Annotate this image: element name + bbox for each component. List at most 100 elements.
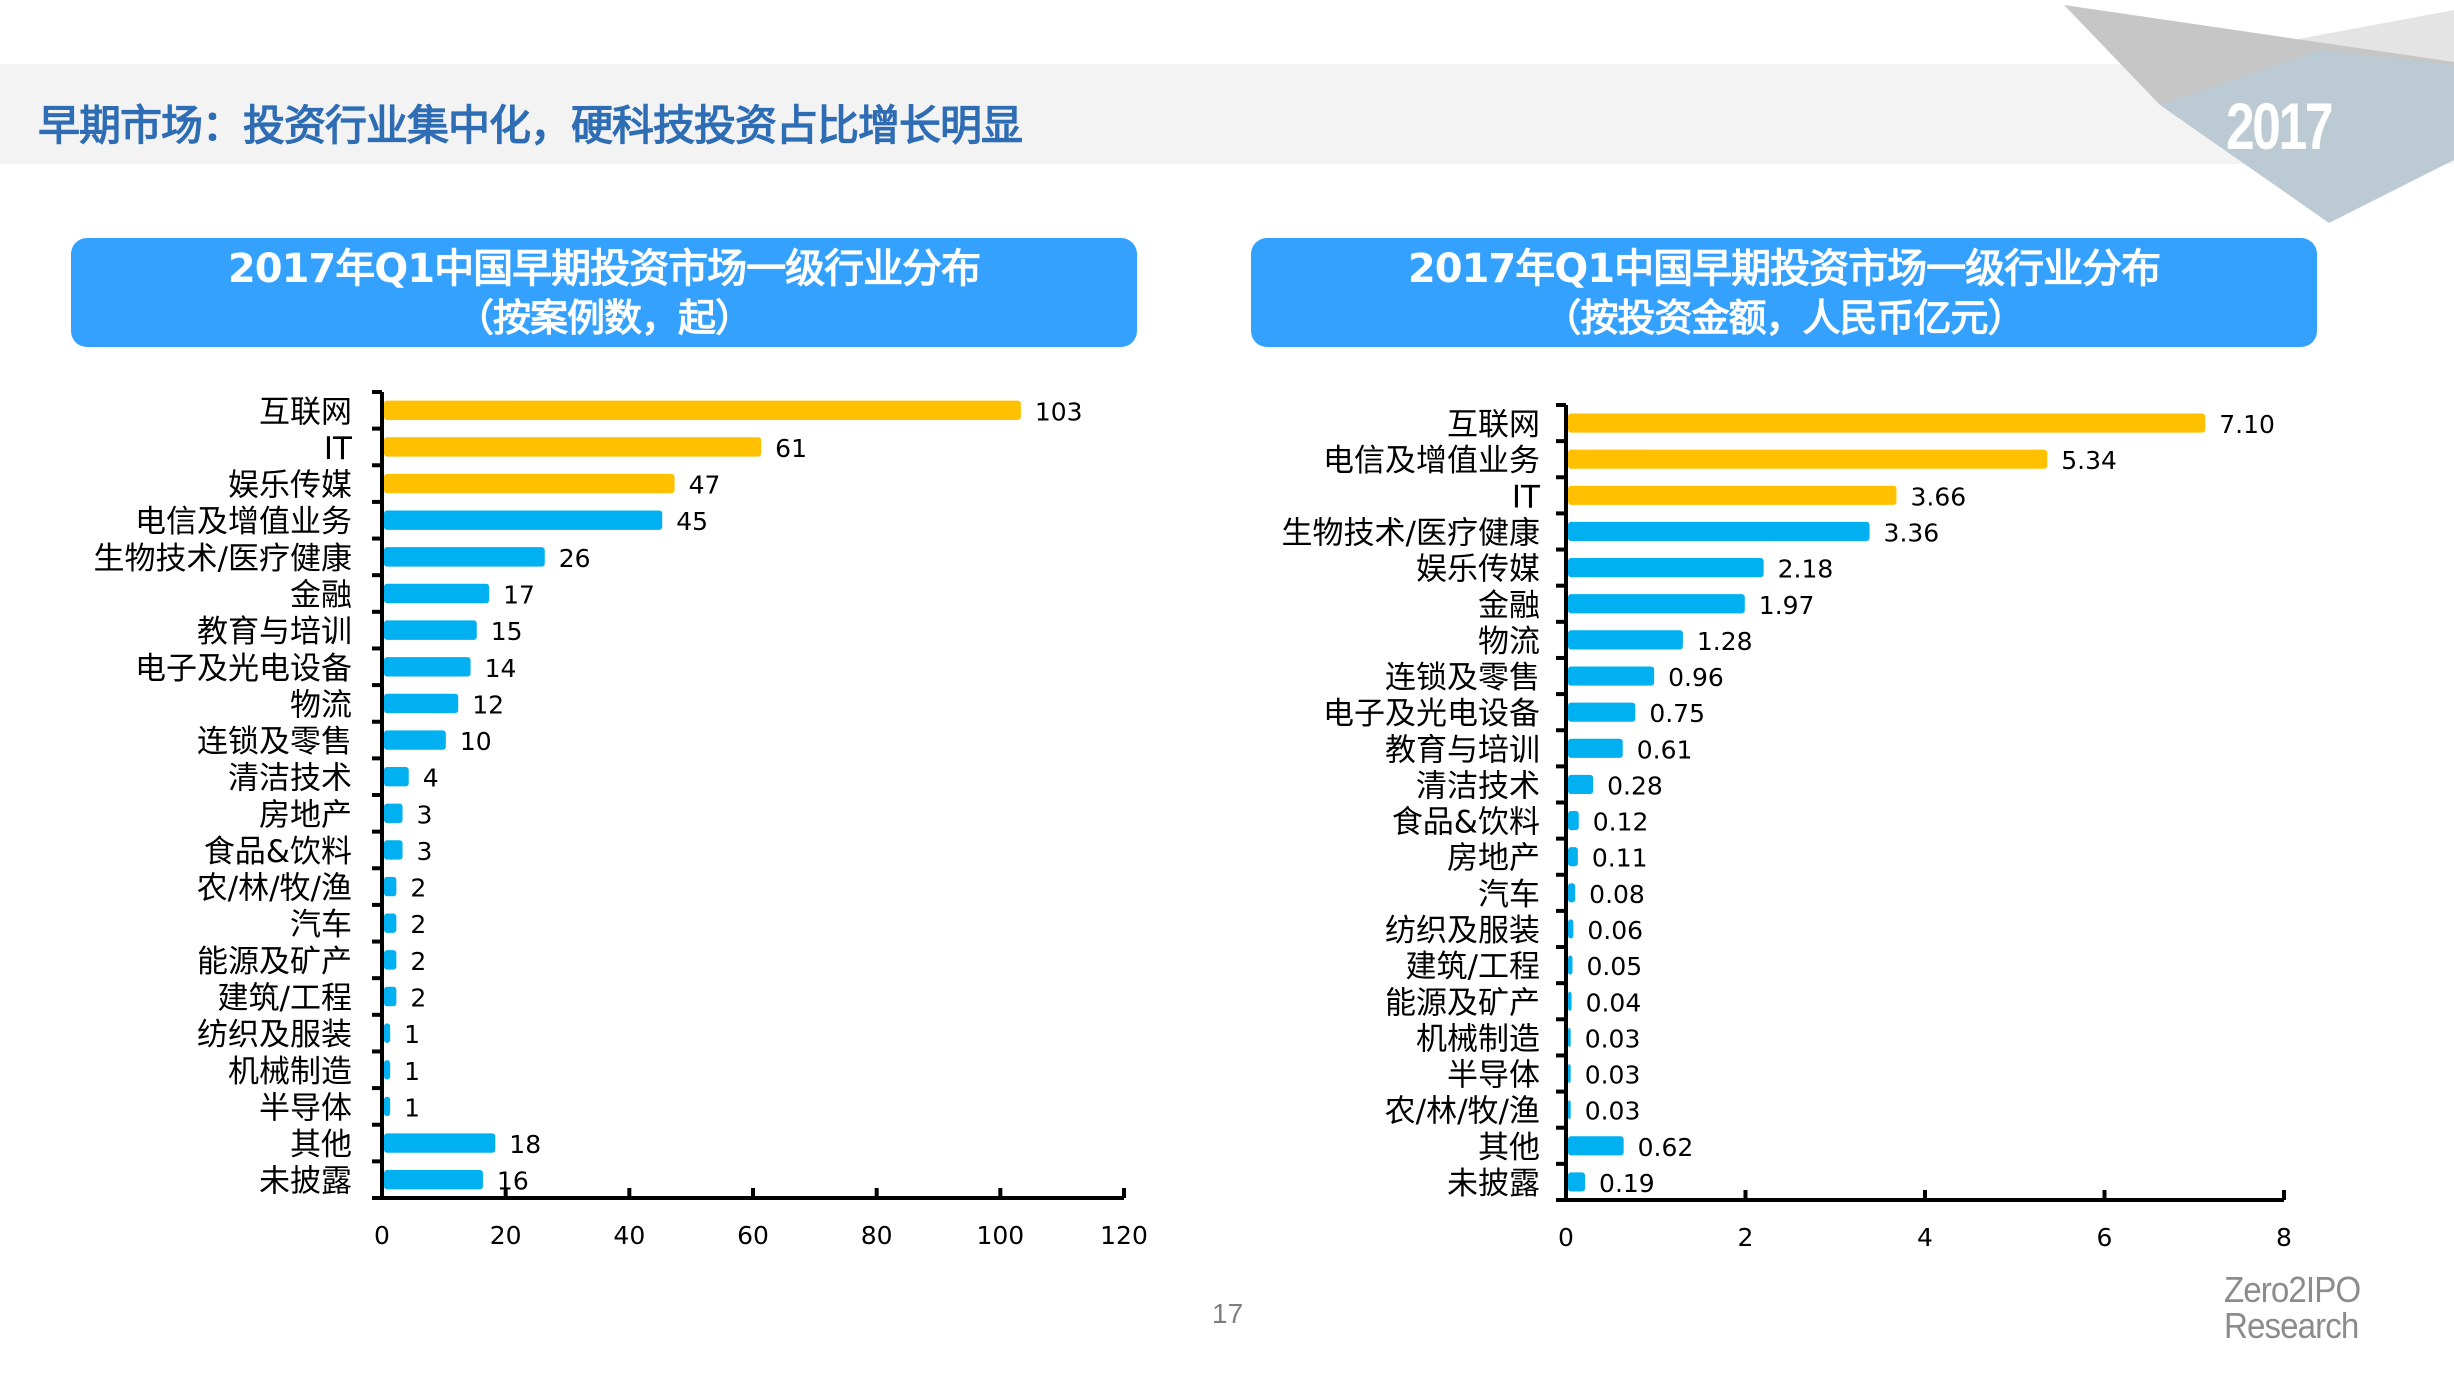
category-label: 汽车 [290, 907, 352, 943]
category-label: 能源及矿产 [197, 944, 352, 980]
bar [1568, 485, 1897, 505]
x-tick-label: 40 [613, 1221, 645, 1250]
category-label: IT [324, 431, 353, 467]
bar [384, 547, 545, 567]
bar [1568, 594, 1745, 614]
logo-line2: Research [2224, 1305, 2359, 1346]
data-label: 0.12 [1593, 808, 1649, 837]
bar [384, 840, 403, 860]
category-label: 清洁技术 [228, 761, 352, 797]
chart-title-line2: （按投资金额，人民币亿元） [1543, 295, 2025, 340]
data-label: 2 [410, 947, 426, 976]
data-label: 18 [509, 1130, 541, 1159]
bar [1568, 1027, 1571, 1047]
data-label: 16 [497, 1167, 529, 1196]
data-label: 0.08 [1589, 880, 1645, 909]
bar [1568, 738, 1623, 758]
bar [384, 473, 675, 494]
category-label: 房地产 [259, 797, 352, 833]
category-label: 机械制造 [228, 1054, 352, 1090]
data-label: 2.18 [1778, 555, 1834, 584]
data-label: 1.97 [1759, 591, 1815, 620]
chart-title-panel-cases: 2017年Q1中国早期投资市场一级行业分布 （按案例数，起） [71, 238, 1137, 347]
data-label: 1 [404, 1093, 420, 1122]
bar [1568, 558, 1764, 578]
category-label: 物流 [290, 687, 352, 723]
data-label: 3.36 [1884, 518, 1940, 547]
category-label: 教育与培训 [1385, 732, 1540, 768]
x-tick-label: 80 [861, 1221, 893, 1250]
data-label: 1 [404, 1020, 420, 1049]
bar [384, 693, 459, 714]
x-tick-label: 60 [737, 1221, 769, 1250]
bar [1568, 919, 1574, 939]
data-label: 2 [410, 910, 426, 939]
bar [384, 876, 397, 897]
category-label: 物流 [1478, 624, 1540, 660]
bar [384, 950, 397, 970]
data-label: 0.19 [1599, 1169, 1655, 1198]
bar [384, 657, 471, 677]
data-label: 61 [775, 434, 807, 463]
chart-title-panel-amount: 2017年Q1中国早期投资市场一级行业分布 （按投资金额，人民币亿元） [1251, 238, 2317, 347]
data-label: 0.28 [1607, 771, 1663, 800]
x-tick-label: 20 [490, 1221, 522, 1250]
data-label: 47 [689, 471, 721, 500]
x-tick-label: 0 [374, 1221, 390, 1250]
category-label: 其他 [290, 1127, 352, 1163]
data-label: 15 [491, 617, 523, 646]
bar [1568, 1100, 1571, 1120]
data-label: 7.10 [2219, 410, 2275, 439]
category-label: 建筑/工程 [1406, 949, 1540, 985]
logo-line1: Zero2IPO [2224, 1269, 2361, 1310]
x-tick-label: 2 [1738, 1223, 1754, 1252]
data-label: 0.03 [1585, 1097, 1641, 1126]
category-label: 金融 [1478, 588, 1540, 624]
category-label: 半导体 [1447, 1058, 1540, 1094]
data-label: 3 [417, 837, 433, 866]
category-label: 生物技术/医疗健康 [94, 541, 352, 577]
data-label: 0.96 [1668, 663, 1724, 692]
data-label: 45 [676, 507, 708, 536]
bar [1568, 1063, 1571, 1084]
data-label: 1.28 [1697, 627, 1753, 656]
bar [384, 400, 1021, 421]
category-label: 未披露 [1447, 1166, 1540, 1202]
data-label: 12 [472, 690, 504, 719]
bar [384, 913, 397, 933]
bar [384, 510, 663, 530]
bar [1568, 1136, 1624, 1156]
category-label: 农/林/牧/渔 [1385, 1094, 1540, 1130]
x-tick-label: 4 [1917, 1223, 1933, 1252]
category-label: 金融 [290, 578, 352, 614]
bar [384, 1060, 391, 1080]
data-label: 0.11 [1592, 844, 1648, 873]
data-label: 14 [485, 654, 517, 683]
category-label: 半导体 [259, 1090, 352, 1126]
category-label: 农/林/牧/渔 [197, 871, 352, 907]
chart-title-line1: 2017年Q1中国早期投资市场一级行业分布 [227, 245, 981, 292]
category-label: 建筑/工程 [218, 981, 352, 1017]
bar [1568, 774, 1594, 795]
category-label: 清洁技术 [1416, 768, 1540, 804]
category-label: 能源及矿产 [1385, 985, 1540, 1021]
category-label: 互联网 [1447, 407, 1540, 443]
category-label: 电信及增值业务 [135, 504, 352, 540]
year-badge: 2017 [2226, 89, 2334, 163]
category-label: 汽车 [1478, 877, 1540, 913]
bar [1568, 413, 2206, 433]
category-label: 电信及增值业务 [1323, 443, 1540, 479]
data-label: 0.62 [1638, 1133, 1694, 1162]
category-label: 纺织及服装 [1385, 913, 1540, 949]
bar [1568, 955, 1573, 975]
x-tick-label: 100 [976, 1221, 1024, 1250]
bar [384, 1023, 391, 1043]
data-label: 2 [410, 984, 426, 1013]
category-label: 房地产 [1447, 841, 1540, 877]
data-label: 1 [404, 1057, 420, 1086]
data-label: 2 [410, 874, 426, 903]
bar [384, 620, 477, 640]
bar [1568, 810, 1579, 831]
category-label: 机械制造 [1416, 1021, 1540, 1057]
x-tick-label: 0 [1558, 1223, 1574, 1252]
